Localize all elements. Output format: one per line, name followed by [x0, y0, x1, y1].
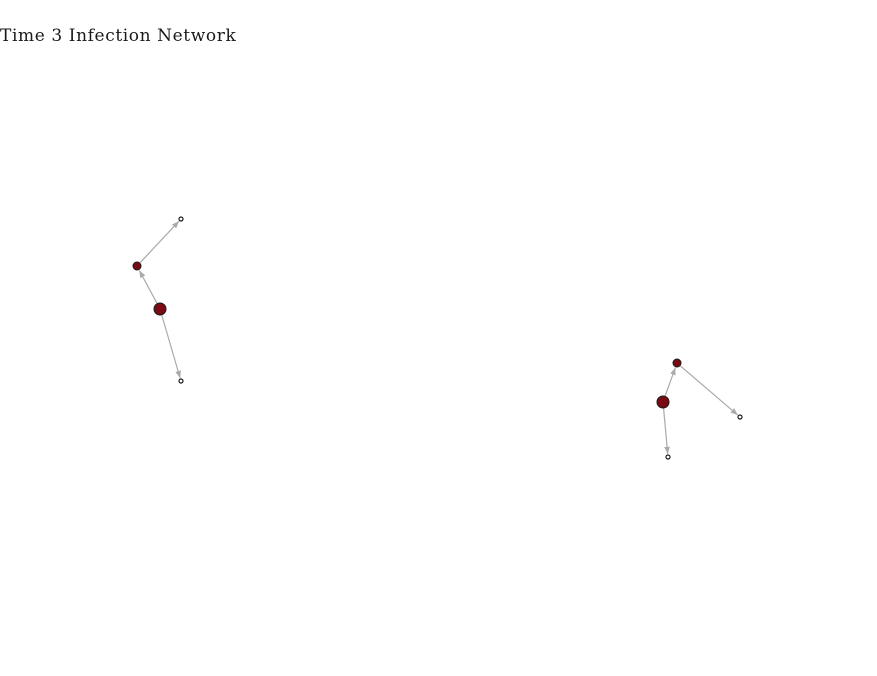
- node-b1: [656, 395, 670, 409]
- node-a1: [153, 302, 167, 316]
- node-b4: [737, 414, 743, 420]
- nodes-layer: [132, 216, 743, 460]
- page-title: Time 3 Infection Network: [0, 26, 237, 46]
- edge-b1-b3: [662, 408, 670, 455]
- edges-layer: [138, 220, 739, 455]
- node-a2: [132, 261, 142, 271]
- edge-a1-a4: [161, 315, 181, 379]
- edge-b1-b2: [664, 367, 676, 397]
- node-a4: [178, 378, 184, 384]
- edge-a1-a2: [138, 270, 158, 304]
- node-b2: [672, 358, 682, 368]
- node-b3: [665, 454, 671, 460]
- node-a3: [178, 216, 184, 222]
- edge-b2-b4: [680, 365, 739, 416]
- edge-a2-a3: [139, 220, 180, 264]
